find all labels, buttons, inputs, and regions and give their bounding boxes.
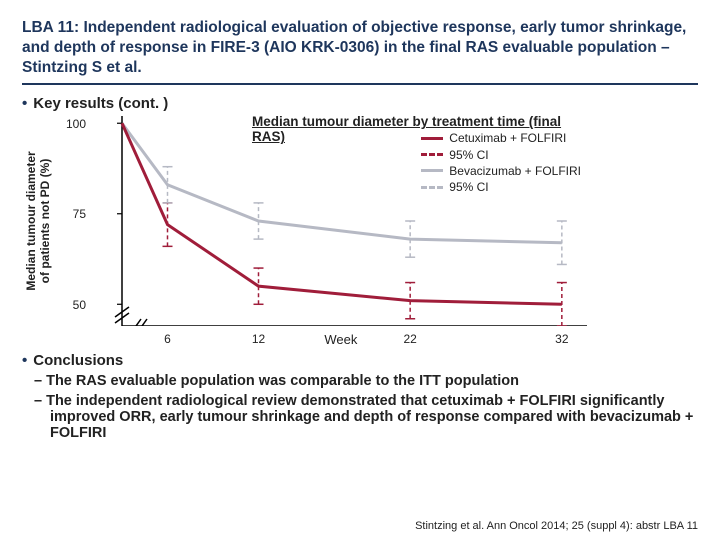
- legend-item: 95% CI: [421, 179, 581, 195]
- x-tick-label: 12: [252, 332, 265, 346]
- x-tick-label: 22: [403, 332, 416, 346]
- x-axis-label: Week: [324, 332, 357, 347]
- bullet-dot-icon: •: [22, 95, 27, 112]
- legend-swatch-icon: [421, 186, 443, 189]
- conclusions-section: • Conclusions The RAS evaluable populatio…: [22, 352, 698, 441]
- x-tick-label: 32: [555, 332, 568, 346]
- legend-swatch-icon: [421, 169, 443, 172]
- legend-swatch-icon: [421, 153, 443, 156]
- legend-label: Cetuximab + FOLFIRI: [449, 130, 566, 146]
- y-axis-label-line1: Median tumour diameter: [24, 152, 38, 291]
- conclusion-item: The RAS evaluable population was compara…: [50, 373, 698, 389]
- conclusions-label: Conclusions: [33, 352, 123, 369]
- conclusions-heading: • Conclusions: [22, 352, 698, 369]
- legend-label: Bevacizumab + FOLFIRI: [449, 163, 581, 179]
- citation: Stintzing et al. Ann Oncol 2014; 25 (sup…: [415, 520, 698, 532]
- bullet-dot-icon: •: [22, 352, 27, 369]
- key-results-label: Key results (cont. ): [33, 95, 168, 112]
- chart-container: Median tumour diameter of patients not P…: [92, 116, 587, 326]
- legend: Cetuximab + FOLFIRI95% CIBevacizumab + F…: [421, 130, 581, 195]
- legend-item: 95% CI: [421, 147, 581, 163]
- key-results-heading: • Key results (cont. ): [22, 95, 698, 112]
- y-tick-label: 100: [66, 117, 86, 131]
- y-axis-label: Median tumour diameter of patients not P…: [24, 152, 52, 291]
- x-tick-label: 6: [164, 332, 171, 346]
- conclusion-item: The independent radiological review demo…: [50, 393, 698, 441]
- legend-label: 95% CI: [449, 179, 488, 195]
- legend-item: Cetuximab + FOLFIRI: [421, 130, 581, 146]
- page-title: LBA 11: Independent radiological evaluat…: [22, 18, 698, 77]
- legend-swatch-icon: [421, 137, 443, 140]
- y-tick-label: 50: [73, 298, 86, 312]
- legend-item: Bevacizumab + FOLFIRI: [421, 163, 581, 179]
- title-divider: [22, 83, 698, 85]
- y-tick-label: 75: [73, 207, 86, 221]
- y-axis-label-line2: of patients not PD (%): [38, 152, 52, 291]
- legend-label: 95% CI: [449, 147, 488, 163]
